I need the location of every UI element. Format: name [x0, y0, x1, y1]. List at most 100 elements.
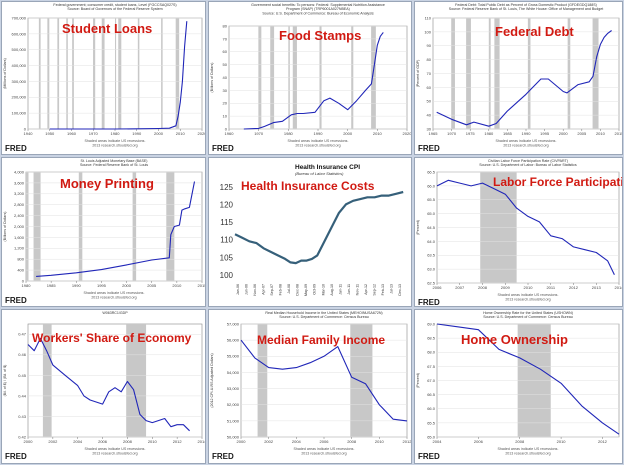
x-tick-label: 2010	[172, 283, 182, 288]
x-tick-label: 2010	[557, 439, 567, 444]
x-tick-label: Jan-06	[236, 284, 240, 295]
x-tick-label: 2012	[569, 285, 579, 290]
chart-footer-line: 2013 research.stlouisfed.org	[295, 144, 340, 148]
y-tick-label: 1,200	[14, 246, 25, 251]
chart-header-line: Program (SNAP) (TRP6001A027NBEA)	[286, 7, 350, 11]
chart-header-line: Source: Board of Governors of the Federa…	[67, 7, 162, 11]
y-axis-label: (Billions of Dollars)	[210, 63, 214, 93]
x-tick-label: 2014	[198, 439, 206, 444]
x-tick-label: 1985	[503, 131, 513, 136]
y-tick-label: 105	[220, 253, 234, 262]
y-tick-label: 53,000	[227, 386, 240, 391]
x-tick-label: 1980	[284, 131, 294, 136]
x-tick-label: 2008	[123, 439, 133, 444]
y-tick-label: 2,000	[14, 224, 25, 229]
y-tick-label: 40	[427, 113, 432, 118]
chart-footer-line: Shaded areas indicate US recessions.	[498, 447, 559, 451]
x-tick-label: 2006	[474, 439, 484, 444]
x-tick-label: 2015	[198, 283, 206, 288]
overlay-title: Food Stamps	[279, 28, 361, 43]
x-tick-label: 2020	[198, 131, 206, 136]
overlay-title: Money Printing	[60, 176, 154, 191]
panel-food-stamps: Government social benefits: To persons: …	[208, 1, 412, 155]
x-tick-label: 2000	[24, 439, 34, 444]
recession-band	[118, 18, 122, 129]
x-tick-label: 2015	[615, 131, 623, 136]
overlay-title: Federal Debt	[495, 24, 574, 39]
fred-logo: FRED	[212, 452, 234, 461]
x-tick-label: Feb-08	[279, 284, 283, 295]
y-tick-label: 80	[427, 57, 432, 62]
y-tick-label: 20	[223, 101, 228, 106]
x-tick-label: Sep-12	[372, 284, 376, 296]
x-tick-label: 2000	[559, 131, 569, 136]
chart-header-line: Source: U.S. Department of Commerce: Cen…	[483, 315, 572, 319]
y-tick-label: 0.43	[18, 414, 27, 419]
chart-header-line: Real Median Household Income in the Unit…	[265, 311, 382, 315]
recession-band	[350, 324, 373, 437]
chart-footer-line: Shaded areas indicate US recessions.	[288, 139, 349, 143]
y-tick-label: 0.42	[18, 434, 27, 439]
overlay-title: Median Family Income	[257, 333, 385, 347]
y-tick-label: 1,600	[14, 235, 25, 240]
x-tick-label: 2020	[403, 131, 412, 136]
x-tick-label: 1980	[22, 283, 32, 288]
y-axis-label: (Percent)	[416, 373, 420, 388]
y-tick-label: 50,000	[227, 434, 240, 439]
x-tick-label: 2006	[98, 439, 108, 444]
y-tick-label: 300,000	[12, 79, 27, 84]
x-tick-label: Dec-08	[296, 284, 300, 296]
y-tick-label: 125	[220, 183, 234, 192]
recession-band	[115, 18, 117, 129]
x-tick-label: 1995	[540, 131, 550, 136]
x-tick-label: 2011	[546, 285, 555, 290]
y-tick-label: 62.5	[427, 280, 436, 285]
x-tick-label: 1960	[67, 131, 77, 136]
panel-student-loans: Federal government; consumer credit, stu…	[1, 1, 206, 155]
y-axis-label: (2012 CPI-U-RS Adjusted Dollars)	[210, 353, 214, 407]
chart-header-line: Source: Federal Reserve Bank of St. Loui…	[80, 163, 148, 167]
y-tick-label: 100	[220, 271, 234, 280]
x-tick-label: Sep-07	[270, 284, 274, 296]
x-tick-label: 2013	[592, 285, 602, 290]
x-tick-label: 2000	[237, 439, 247, 444]
y-tick-label: 67.0	[427, 378, 436, 383]
y-tick-label: 67.5	[427, 364, 436, 369]
chart-footer-line: Shaded areas indicate US recessions.	[85, 139, 146, 143]
y-tick-label: 100	[424, 29, 431, 34]
y-axis-label: (Billions of Dollars)	[3, 212, 7, 242]
chart-student-loans: Federal government; consumer credit, stu…	[3, 3, 206, 153]
fred-logo: FRED	[5, 144, 27, 153]
y-tick-label: 69.0	[427, 321, 436, 326]
x-tick-label: 1985	[47, 283, 57, 288]
y-tick-label: 66.5	[427, 392, 436, 397]
y-tick-label: 110	[220, 236, 233, 245]
chart-footer-line: 2013 research.stlouisfed.org	[301, 452, 346, 456]
y-tick-label: 65.0	[427, 434, 436, 439]
chart-header-line: Source: U.S. Department of Commerce: Bur…	[262, 11, 373, 15]
recession-band	[38, 18, 41, 129]
series-line	[436, 30, 612, 127]
x-tick-label: 2012	[598, 439, 608, 444]
y-tick-label: 64.0	[427, 239, 436, 244]
overlay-title: Workers' Share of Economy	[32, 331, 192, 345]
x-tick-label: Nov-06	[253, 284, 257, 296]
x-tick-label: 2010	[373, 131, 383, 136]
y-tick-label: 500,000	[12, 47, 27, 52]
chart-footer-line: Shaded areas indicate US recessions.	[85, 447, 146, 451]
x-tick-label: 2000	[154, 131, 164, 136]
chart-header-line: Source: Federal Reserve Bank of St. Loui…	[449, 7, 603, 11]
y-tick-label: 52,000	[227, 402, 240, 407]
chart-footer-line: Shaded areas indicate US recessions.	[84, 291, 145, 295]
x-tick-label: 1970	[447, 131, 457, 136]
chart-median-income: Real Median Household Income in the Unit…	[210, 311, 411, 461]
y-tick-label: 0.47	[18, 332, 27, 337]
x-tick-label: Mar-10	[321, 284, 325, 295]
x-tick-label: 1940	[24, 131, 34, 136]
x-tick-label: 2002	[264, 439, 274, 444]
y-tick-label: 30	[427, 126, 432, 131]
y-tick-label: 65.5	[427, 420, 436, 425]
y-tick-label: 57,000	[227, 321, 240, 326]
series-line	[49, 21, 188, 130]
y-tick-label: 56,000	[227, 338, 240, 343]
